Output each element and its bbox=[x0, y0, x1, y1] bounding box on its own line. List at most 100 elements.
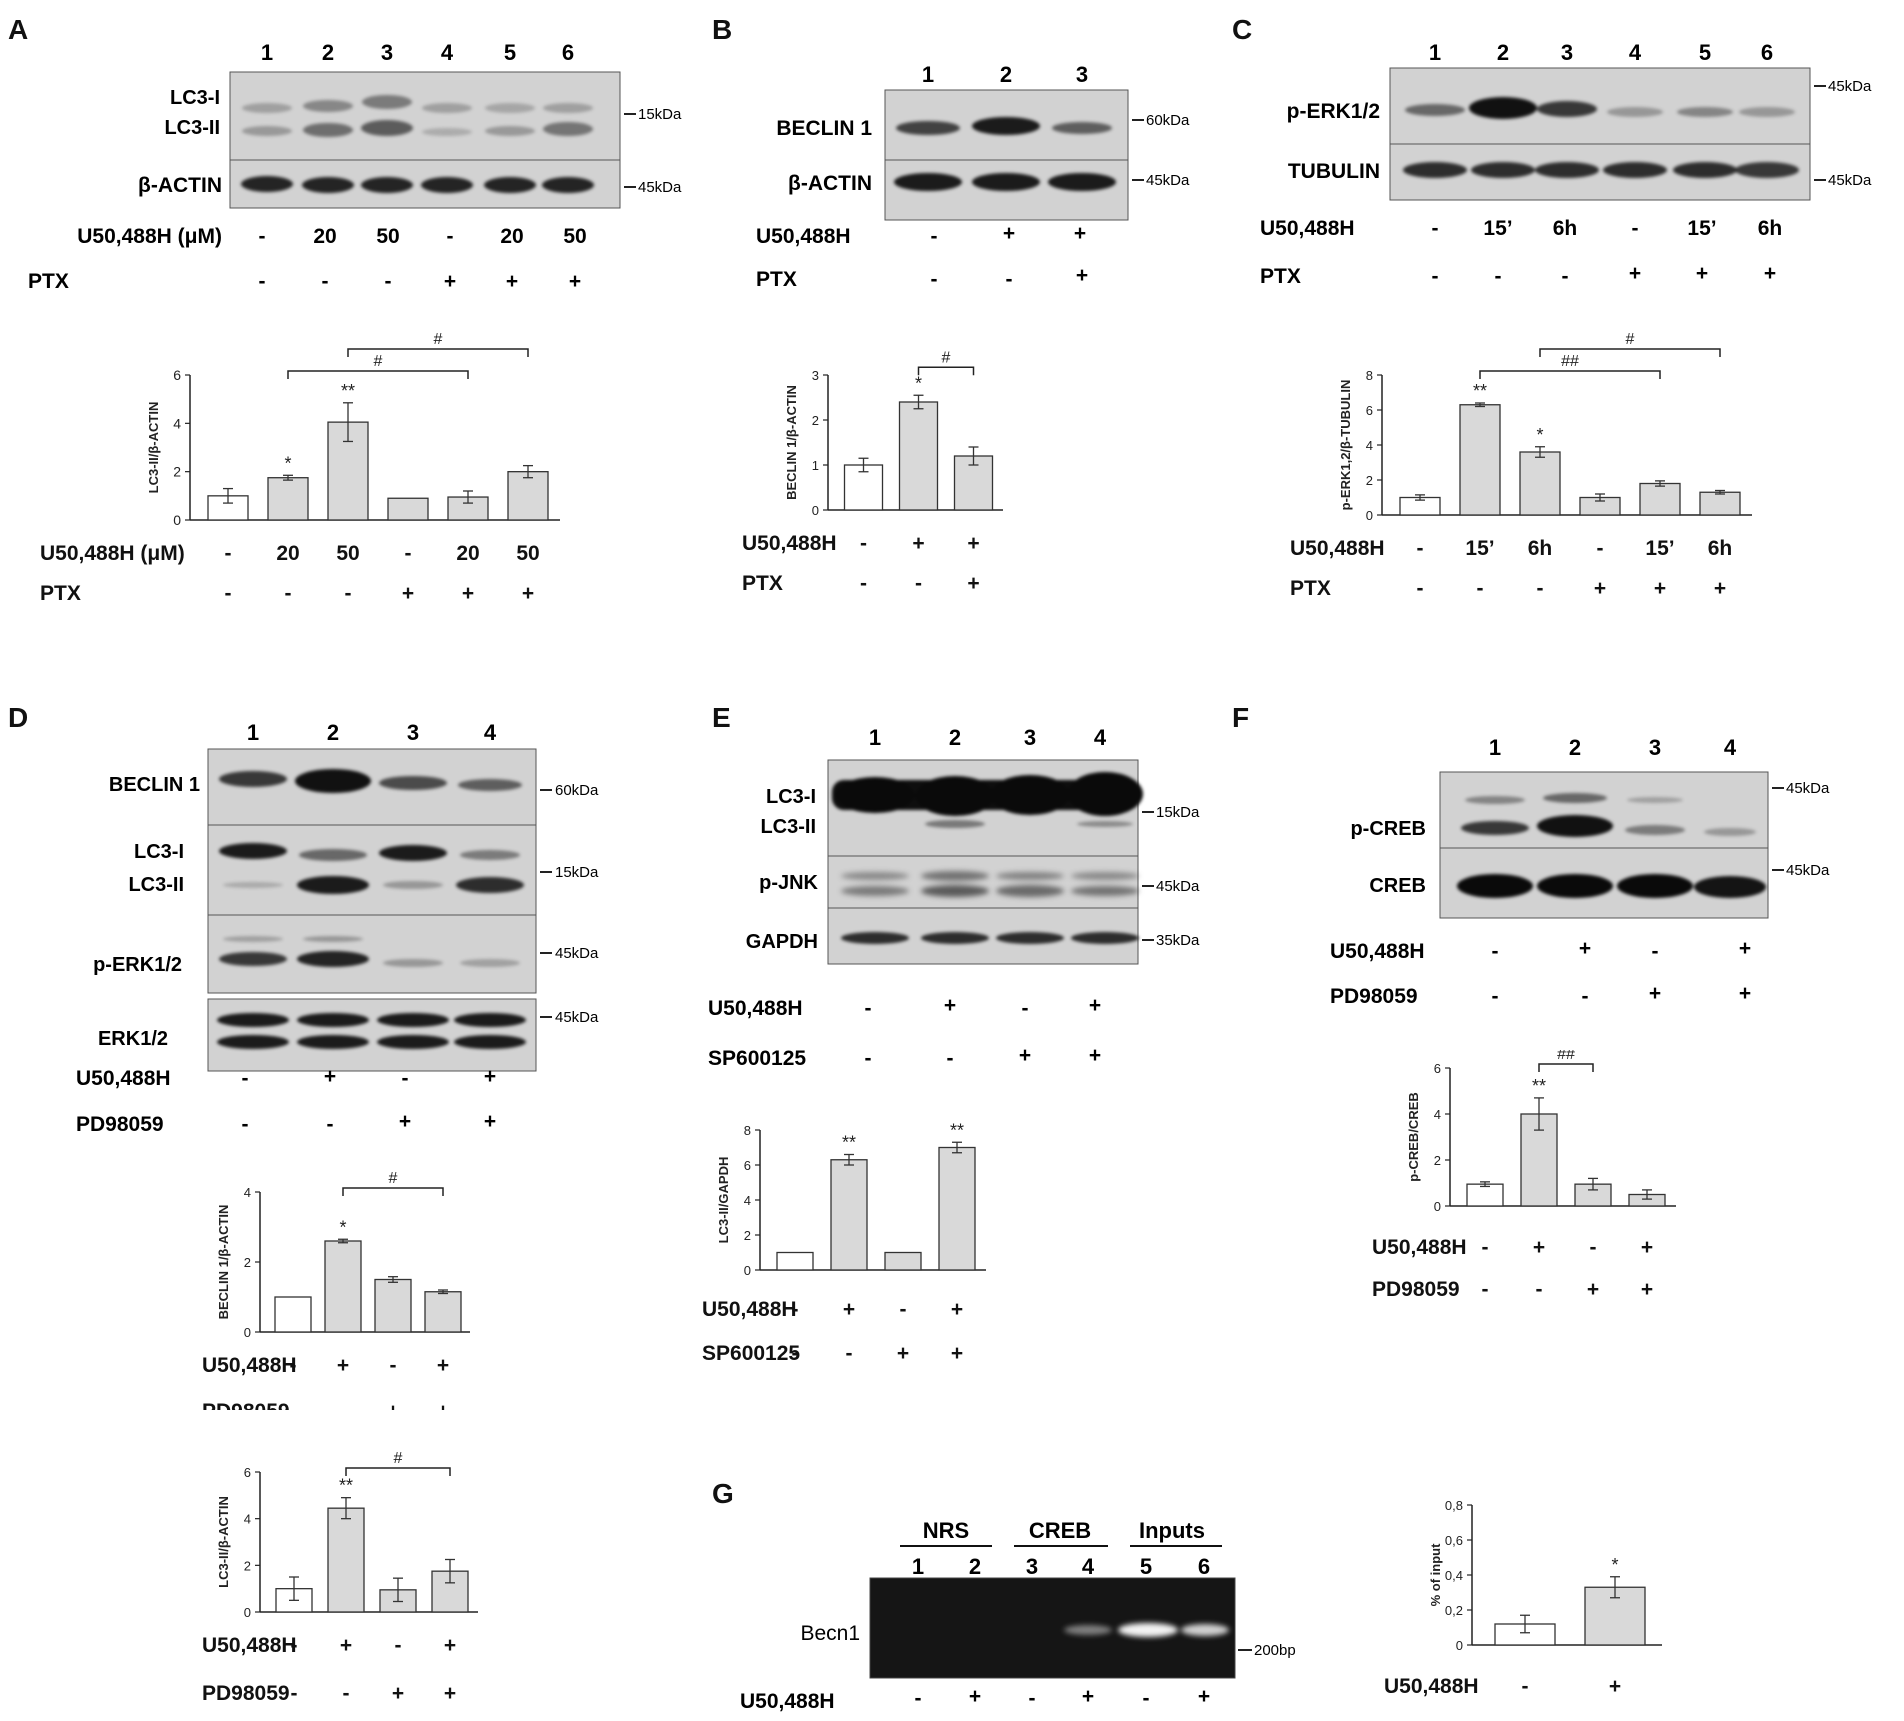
blot-membrane bbox=[207, 998, 537, 1072]
lane-number: 4 bbox=[1082, 1554, 1095, 1579]
condition-value: - bbox=[1597, 537, 1604, 560]
condition-value: - bbox=[225, 542, 232, 565]
panel-label-d: D bbox=[8, 702, 29, 733]
y-tick-label: 4 bbox=[244, 1512, 251, 1527]
y-tick-label: 6 bbox=[1434, 1061, 1441, 1076]
condition-value: + bbox=[1587, 1278, 1599, 1301]
condition-value: - bbox=[225, 582, 232, 600]
condition-value: + bbox=[392, 1682, 404, 1705]
lane-number: 2 bbox=[949, 725, 961, 750]
lane-number: 3 bbox=[1561, 40, 1573, 65]
lane-number: 2 bbox=[327, 720, 339, 745]
condition-value: - bbox=[865, 1047, 872, 1070]
bar bbox=[1459, 404, 1501, 516]
bar bbox=[1699, 491, 1741, 516]
condition-value: - bbox=[915, 1687, 922, 1710]
condition-label: PTX bbox=[40, 582, 81, 600]
condition-value: + bbox=[1089, 994, 1101, 1017]
condition-value: + bbox=[1594, 577, 1606, 600]
condition-label: U50,488H bbox=[202, 1354, 297, 1377]
marker-label: 45kDa bbox=[555, 1009, 599, 1026]
condition-value: 20 bbox=[276, 542, 299, 565]
significance-marker: * bbox=[915, 373, 922, 393]
y-tick-label: 2 bbox=[744, 1228, 751, 1243]
condition-label: U50,488H (μM) bbox=[77, 225, 222, 248]
comparison-bracket bbox=[342, 1187, 444, 1196]
lane-number: 1 bbox=[261, 40, 273, 65]
gel-group-label: CREB bbox=[1029, 1518, 1091, 1543]
condition-value: 50 bbox=[563, 225, 586, 248]
marker-label: 60kDa bbox=[1146, 112, 1190, 129]
condition-value: + bbox=[1714, 577, 1726, 600]
lane-number: 3 bbox=[1024, 725, 1036, 750]
lane-number: 3 bbox=[1076, 62, 1088, 87]
y-axis-label: p-ERK1,2/β-TUBULIN bbox=[1338, 380, 1353, 511]
condition-value: + bbox=[506, 270, 518, 293]
condition-value: 50 bbox=[516, 542, 539, 565]
bar bbox=[274, 1296, 312, 1333]
significance-marker: * bbox=[339, 1217, 346, 1237]
condition-value: 6h bbox=[1553, 217, 1578, 240]
bar bbox=[424, 1291, 462, 1333]
marker-label: 45kDa bbox=[1146, 172, 1190, 189]
condition-value: 50 bbox=[336, 542, 359, 565]
condition-value: - bbox=[1537, 577, 1544, 600]
significance-marker: ** bbox=[341, 381, 355, 401]
marker-label: 15kDa bbox=[555, 864, 599, 881]
comparison-bracket bbox=[1538, 1063, 1594, 1072]
condition-value: - bbox=[390, 1354, 397, 1377]
y-tick-label: 4 bbox=[744, 1193, 751, 1208]
condition-value: - bbox=[1432, 265, 1439, 288]
condition-value: + bbox=[951, 1342, 963, 1360]
y-tick-label: 4 bbox=[1434, 1107, 1441, 1122]
condition-value: + bbox=[912, 532, 924, 555]
condition-value: - bbox=[290, 1354, 297, 1377]
condition-value: - bbox=[1006, 268, 1013, 291]
condition-value: - bbox=[402, 1067, 409, 1090]
marker-label: 45kDa bbox=[1786, 862, 1830, 879]
condition-value: - bbox=[860, 572, 867, 595]
y-tick-label: 2 bbox=[244, 1558, 251, 1573]
panel-label-g: G bbox=[712, 1478, 734, 1509]
significance-marker: ** bbox=[950, 1120, 964, 1140]
blot-row-label: β-ACTIN bbox=[138, 174, 222, 197]
y-tick-label: 6 bbox=[744, 1158, 751, 1173]
comparison-label: # bbox=[389, 1170, 398, 1187]
blot-row-label: p-CREB bbox=[1350, 818, 1426, 840]
lane-number: 1 bbox=[922, 62, 934, 87]
y-tick-label: 0 bbox=[744, 1263, 751, 1278]
condition-value: - bbox=[385, 270, 392, 293]
condition-label: U50,488H bbox=[756, 225, 851, 248]
condition-value: - bbox=[1482, 1236, 1489, 1259]
condition-value: - bbox=[1492, 985, 1499, 1008]
y-tick-label: 0 bbox=[173, 512, 181, 528]
condition-value: - bbox=[931, 268, 938, 291]
condition-label: PD98059 bbox=[76, 1113, 164, 1136]
lane-number: 5 bbox=[504, 40, 516, 65]
condition-value: - bbox=[1590, 1236, 1597, 1259]
lane-number: 4 bbox=[1629, 40, 1642, 65]
lane-number: 3 bbox=[1026, 1554, 1038, 1579]
condition-value: + bbox=[1739, 937, 1751, 960]
condition-value: + bbox=[1696, 262, 1708, 285]
lane-number: 2 bbox=[969, 1554, 981, 1579]
marker-label: 45kDa bbox=[555, 945, 599, 962]
comparison-bracket bbox=[287, 370, 469, 379]
blot-d: 1 2 3 4 BECLIN 1 60kDa LC3-I LC3-II 15kD… bbox=[76, 720, 599, 1136]
blot-row-label: p-ERK1/2 bbox=[1287, 100, 1380, 123]
condition-value: - bbox=[1022, 997, 1029, 1020]
condition-value: + bbox=[324, 1065, 336, 1088]
condition-label: U50,488H bbox=[740, 1690, 835, 1713]
lane-number: 1 bbox=[247, 720, 259, 745]
condition-value: - bbox=[1029, 1687, 1036, 1710]
condition-value: + bbox=[1076, 264, 1088, 287]
condition-value: + bbox=[337, 1354, 349, 1377]
condition-label: PTX bbox=[1260, 265, 1301, 288]
gel-image bbox=[869, 1577, 1236, 1679]
condition-value: + bbox=[1198, 1685, 1210, 1708]
panel-label-e: E bbox=[712, 702, 731, 733]
y-tick-label: 2 bbox=[1434, 1153, 1441, 1168]
bar bbox=[374, 1278, 412, 1333]
